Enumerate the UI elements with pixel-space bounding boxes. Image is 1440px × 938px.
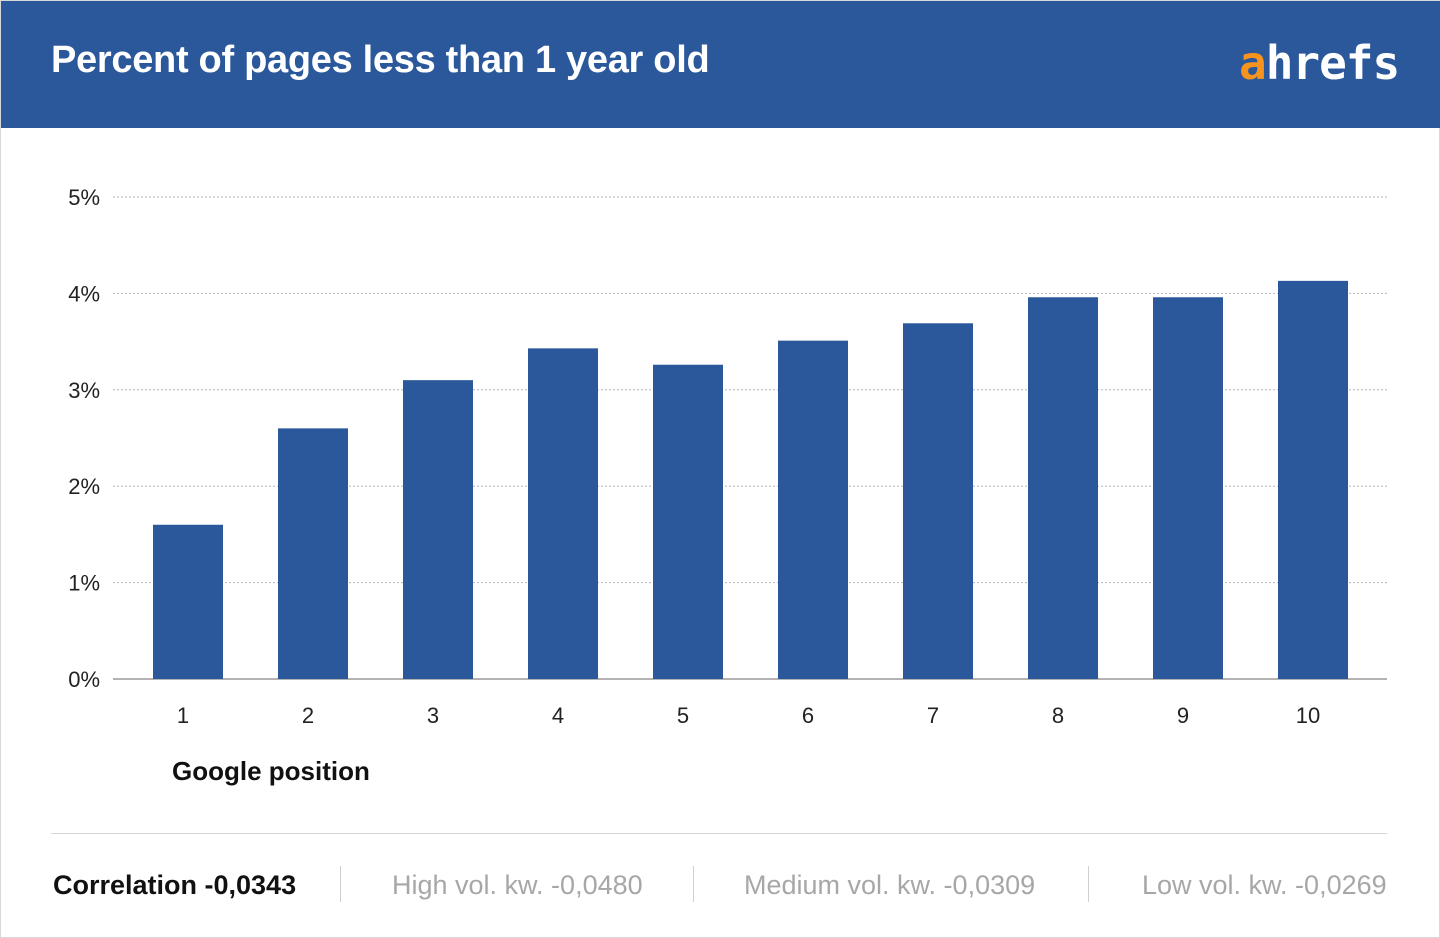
y-tick-label: 0% bbox=[68, 667, 100, 692]
bar bbox=[653, 364, 723, 679]
footer-separator bbox=[340, 866, 341, 902]
bar bbox=[1278, 280, 1348, 679]
footer-separator bbox=[1088, 866, 1089, 902]
correlation-footer: Correlation -0,0343 High vol. kw. -0,048… bbox=[1, 856, 1440, 916]
x-tick-label: 8 bbox=[1052, 703, 1064, 728]
footer-divider bbox=[51, 833, 1387, 834]
x-tick-label: 10 bbox=[1296, 703, 1320, 728]
x-axis-title: Google position bbox=[172, 756, 370, 786]
y-tick-label: 4% bbox=[68, 281, 100, 306]
bar bbox=[278, 428, 348, 679]
bar bbox=[1028, 297, 1098, 679]
x-tick-label: 4 bbox=[552, 703, 564, 728]
bar bbox=[153, 524, 223, 679]
correlation-low-volume: Low vol. kw. -0,0269 bbox=[1142, 870, 1387, 900]
bar bbox=[778, 340, 848, 679]
bar bbox=[903, 323, 973, 679]
x-tick-label: 9 bbox=[1177, 703, 1189, 728]
y-tick-label: 2% bbox=[68, 474, 100, 499]
footer-separator bbox=[693, 866, 694, 902]
chart-header: Percent of pages less than 1 year old ah… bbox=[1, 1, 1440, 128]
logo-wordmark: hrefs bbox=[1265, 36, 1400, 90]
x-tick-label: 6 bbox=[802, 703, 814, 728]
y-tick-label: 1% bbox=[68, 571, 100, 596]
x-tick-label: 7 bbox=[927, 703, 939, 728]
correlation-overall: Correlation -0,0343 bbox=[53, 870, 297, 900]
bar bbox=[528, 348, 598, 679]
bar-chart: 0% 1% 2% 3% 4% 5% 1 2 3 4 5 6 7 8 9 10 Google position bbox=[68, 185, 1387, 786]
chart-title: Percent of pages less than 1 year old bbox=[51, 39, 710, 81]
y-tick-label: 3% bbox=[68, 378, 100, 403]
ahrefs-logo: ahrefs bbox=[1239, 35, 1400, 91]
x-tick-label: 5 bbox=[677, 703, 689, 728]
x-tick-label: 3 bbox=[427, 703, 439, 728]
bar bbox=[403, 380, 473, 679]
x-tick-label: 2 bbox=[302, 703, 314, 728]
x-tick-label: 1 bbox=[177, 703, 189, 728]
y-tick-label: 5% bbox=[68, 185, 100, 210]
logo-accent-letter: a bbox=[1239, 36, 1267, 90]
bar bbox=[1153, 297, 1223, 679]
correlation-high-volume: High vol. kw. -0,0480 bbox=[392, 870, 643, 900]
correlation-medium-volume: Medium vol. kw. -0,0309 bbox=[744, 870, 1036, 900]
